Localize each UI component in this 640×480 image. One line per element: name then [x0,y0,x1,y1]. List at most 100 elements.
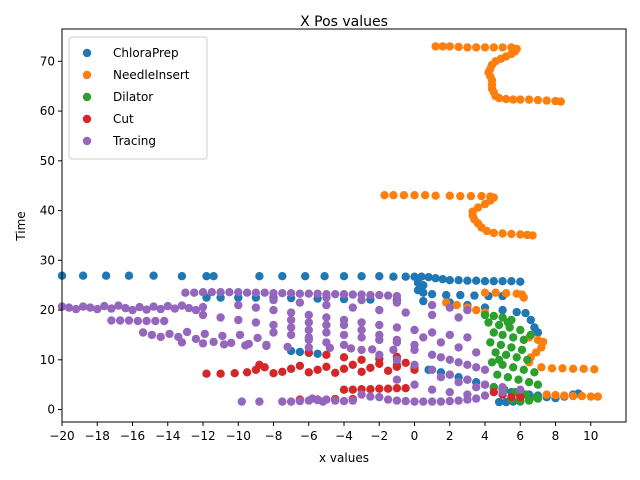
point-tracing-185 [339,340,349,350]
point-chloraprep-4 [149,271,158,280]
point-tracing-145 [419,397,428,406]
point-tracing-135 [445,388,454,397]
point-tracing-24 [207,288,216,297]
point-tracing-119 [427,350,437,359]
point-tracing-62 [218,331,227,341]
point-cut-17 [357,367,366,376]
point-tracing-187 [304,318,313,327]
point-needleinsert-68 [452,300,461,310]
point-tracing-125 [392,355,402,364]
point-tracing-137 [480,391,490,400]
point-dilator-12 [486,338,495,347]
point-needleinsert-29 [524,95,534,104]
point-tracing-167 [436,373,446,382]
point-tracing-170 [436,353,446,362]
point-tracing-166 [318,397,328,406]
point-tracing-142 [392,396,402,405]
point-chloraprep-2 [101,271,111,280]
point-chloraprep-19 [424,273,433,282]
point-tracing-118 [410,345,419,355]
point-cut-21 [392,362,402,371]
point-dilator-23 [519,365,528,374]
point-tracing-132 [392,375,402,384]
x-tick-label: −6 [300,429,318,443]
point-tracing-3 [78,302,88,311]
point-tracing-163 [286,397,296,406]
point-tracing-133 [410,380,419,389]
legend-label-cut: Cut [113,112,134,126]
point-chloraprep-28 [498,277,507,286]
point-tracing-153 [366,392,375,401]
x-tick-label: 4 [481,429,489,443]
point-tracing-171 [454,358,463,367]
point-tracing-86 [322,328,331,337]
point-tracing-104 [445,330,454,340]
point-tracing-12 [142,305,151,314]
point-tracing-129 [463,375,472,384]
point-dilator-15 [517,345,527,355]
point-tracing-84 [286,323,296,332]
point-tracing-178 [357,295,366,305]
point-tracing-21 [181,288,190,297]
point-tracing-154 [348,396,357,405]
point-tracing-80 [216,313,225,322]
point-tracing-124 [375,350,384,359]
point-tracing-78 [389,345,398,355]
point-tracing-47 [116,316,125,325]
point-chloraprep-15 [389,272,398,281]
point-chloraprep-3 [124,271,134,280]
point-dilator-37 [524,396,534,405]
point-tracing-146 [427,397,437,406]
point-tracing-20 [198,302,208,312]
point-tracing-4 [86,303,95,312]
point-tracing-40 [348,290,357,299]
point-cut-9 [286,364,296,373]
point-dilator-25 [493,370,502,379]
point-needleinsert-41 [456,191,465,201]
point-dilator-41 [503,318,513,327]
point-needleinsert-90 [586,392,595,401]
legend-label-chloraprep: ChloraPrep [113,46,179,60]
point-needleinsert-70 [472,305,481,315]
point-chloraprep-57 [512,307,521,317]
point-tracing-6 [100,301,109,311]
point-needleinsert-38 [420,191,430,200]
point-needleinsert-63 [501,289,511,298]
point-chloraprep-10 [301,272,310,281]
point-tracing-190 [286,330,296,340]
point-tracing-116 [375,330,384,340]
point-tracing-61 [209,337,218,347]
point-needleinsert-61 [480,288,490,297]
point-cut-35 [383,384,393,393]
point-tracing-43 [375,290,384,300]
point-tracing-81 [234,315,243,325]
point-tracing-46 [107,316,116,325]
point-tracing-108 [322,300,331,310]
point-chloraprep-26 [480,277,490,286]
x-tick-label: −10 [226,429,251,443]
legend-marker-tracing [82,136,92,146]
point-chloraprep-14 [375,272,384,281]
point-cut-14 [331,368,340,377]
point-dilator-4 [484,318,493,327]
point-dilator-26 [503,373,513,382]
point-tracing-122 [480,365,490,374]
point-tracing-109 [348,303,357,312]
point-needleinsert-91 [593,392,602,401]
point-needleinsert-36 [399,191,409,200]
x-tick-label: 0 [411,429,419,443]
point-needleinsert-6 [480,43,490,52]
point-tracing-42 [366,290,375,300]
point-cut-45 [516,392,525,402]
point-chloraprep-21 [438,275,447,284]
point-dilator-17 [501,350,511,359]
point-tracing-113 [454,313,463,322]
point-chloraprep-25 [472,276,481,285]
point-needleinsert-27 [509,95,518,104]
point-needleinsert-54 [482,226,491,236]
point-needleinsert-33 [556,97,565,106]
point-needleinsert-31 [542,96,551,105]
point-dilator-39 [494,355,504,364]
point-tracing-13 [149,302,158,311]
point-tracing-162 [278,397,287,406]
